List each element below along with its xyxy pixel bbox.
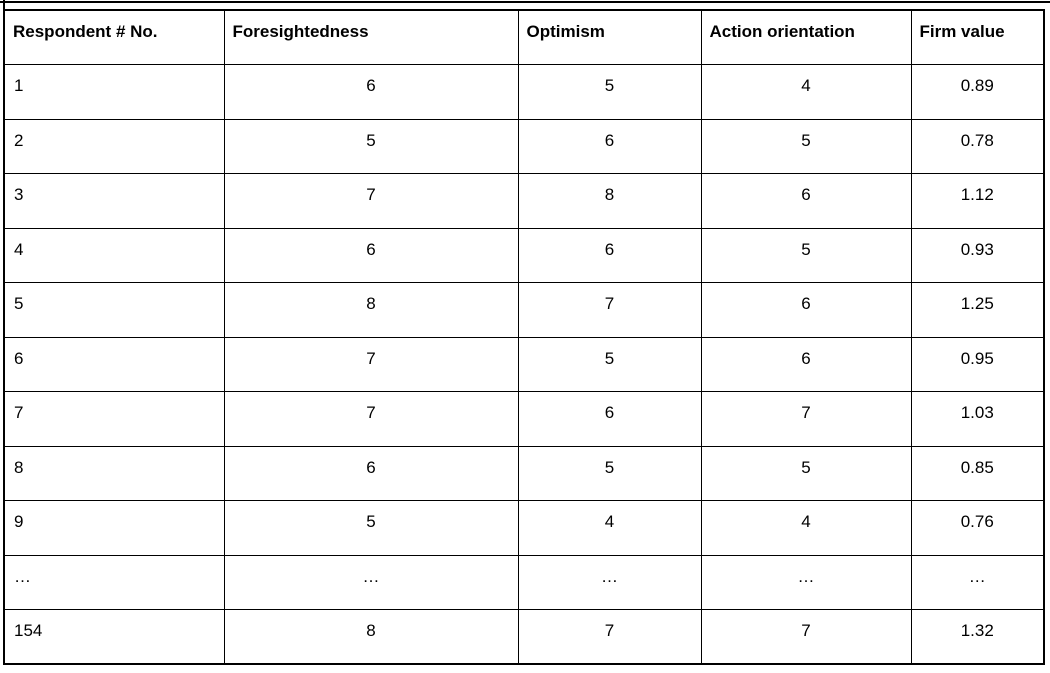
- table-cell: 7: [223, 336, 519, 392]
- column-header-action-orientation: Action orientation: [700, 9, 912, 65]
- table-cell: …: [910, 554, 1045, 610]
- respondent-data-table: Respondent # No. Foresightedness Optimis…: [3, 9, 1045, 665]
- table-cell: 3: [3, 173, 225, 229]
- table-cell: 1.25: [910, 282, 1045, 338]
- table-cell: 8: [3, 445, 225, 501]
- table-cell: 7: [223, 173, 519, 229]
- table-cell: 6: [517, 391, 702, 447]
- table-row: 6 7 5 6 0.95: [3, 336, 1045, 392]
- table-row: 4 6 6 5 0.93: [3, 227, 1045, 283]
- table-cell: 7: [3, 391, 225, 447]
- table-cell: 8: [223, 282, 519, 338]
- header-row: Respondent # No. Foresightedness Optimis…: [3, 9, 1045, 65]
- column-header-optimism: Optimism: [517, 9, 702, 65]
- table-row: 5 8 7 6 1.25: [3, 282, 1045, 338]
- table-cell: 5: [223, 500, 519, 556]
- table-cell: 6: [223, 64, 519, 120]
- table-cell: 154: [3, 609, 225, 665]
- table-row: 8 6 5 5 0.85: [3, 445, 1045, 501]
- table-cell: 0.76: [910, 500, 1045, 556]
- table-cell: 4: [3, 227, 225, 283]
- table-cell: 6: [223, 445, 519, 501]
- table-cell: 5: [517, 336, 702, 392]
- column-header-firm-value: Firm value: [910, 9, 1045, 65]
- table-body: 1 6 5 4 0.89 2 5 6 5 0.78 3 7 8 6 1.12 4 6 6 5 0.93 5 8 7 6 1.25…: [3, 64, 1045, 665]
- table-cell: 6: [223, 227, 519, 283]
- column-header-respondent-no: Respondent # No.: [3, 9, 225, 65]
- table-row: 1 6 5 4 0.89: [3, 64, 1045, 120]
- table-cell: 7: [517, 282, 702, 338]
- table-row: 2 5 6 5 0.78: [3, 118, 1045, 174]
- table-cell: 1.32: [910, 609, 1045, 665]
- table-cell: 8: [223, 609, 519, 665]
- table-cell: 0.85: [910, 445, 1045, 501]
- table-cell: 4: [700, 64, 912, 120]
- table-cell: 7: [223, 391, 519, 447]
- table-cell: …: [700, 554, 912, 610]
- table-cell: 4: [517, 500, 702, 556]
- table-cell: 5: [700, 118, 912, 174]
- left-border-stub: [3, 0, 5, 11]
- column-header-foresightedness: Foresightedness: [223, 9, 519, 65]
- table-row: 3 7 8 6 1.12: [3, 173, 1045, 229]
- table-cell: 2: [3, 118, 225, 174]
- table-cell: 6: [3, 336, 225, 392]
- table-cell: 8: [517, 173, 702, 229]
- table-row: 9 5 4 4 0.76: [3, 500, 1045, 556]
- table-row: ……………: [3, 554, 1045, 610]
- table-row: 154 8 7 7 1.32: [3, 609, 1045, 665]
- table-cell: 0.93: [910, 227, 1045, 283]
- table-cell: 6: [700, 173, 912, 229]
- table-row: 7 7 6 7 1.03: [3, 391, 1045, 447]
- table-cell: …: [223, 554, 519, 610]
- table-cell: 5: [700, 445, 912, 501]
- table-cell: 9: [3, 500, 225, 556]
- table-cell: 6: [517, 227, 702, 283]
- table-cell: 5: [3, 282, 225, 338]
- table-cell: 1: [3, 64, 225, 120]
- table-cell: 5: [517, 64, 702, 120]
- top-border-rule: [0, 1, 1050, 3]
- table-cell: 5: [517, 445, 702, 501]
- table-cell: 5: [700, 227, 912, 283]
- table-cell: 1.03: [910, 391, 1045, 447]
- table-cell: 6: [700, 336, 912, 392]
- table-cell: 0.89: [910, 64, 1045, 120]
- table-cell: 0.78: [910, 118, 1045, 174]
- table-cell: 7: [700, 609, 912, 665]
- table-cell: 5: [223, 118, 519, 174]
- table-cell: 6: [700, 282, 912, 338]
- table-cell: …: [517, 554, 702, 610]
- table-cell: 7: [517, 609, 702, 665]
- table-cell: 0.95: [910, 336, 1045, 392]
- table-cell: 4: [700, 500, 912, 556]
- table-cell: 1.12: [910, 173, 1045, 229]
- table-cell: 7: [700, 391, 912, 447]
- table-cell: …: [3, 554, 225, 610]
- table-cell: 6: [517, 118, 702, 174]
